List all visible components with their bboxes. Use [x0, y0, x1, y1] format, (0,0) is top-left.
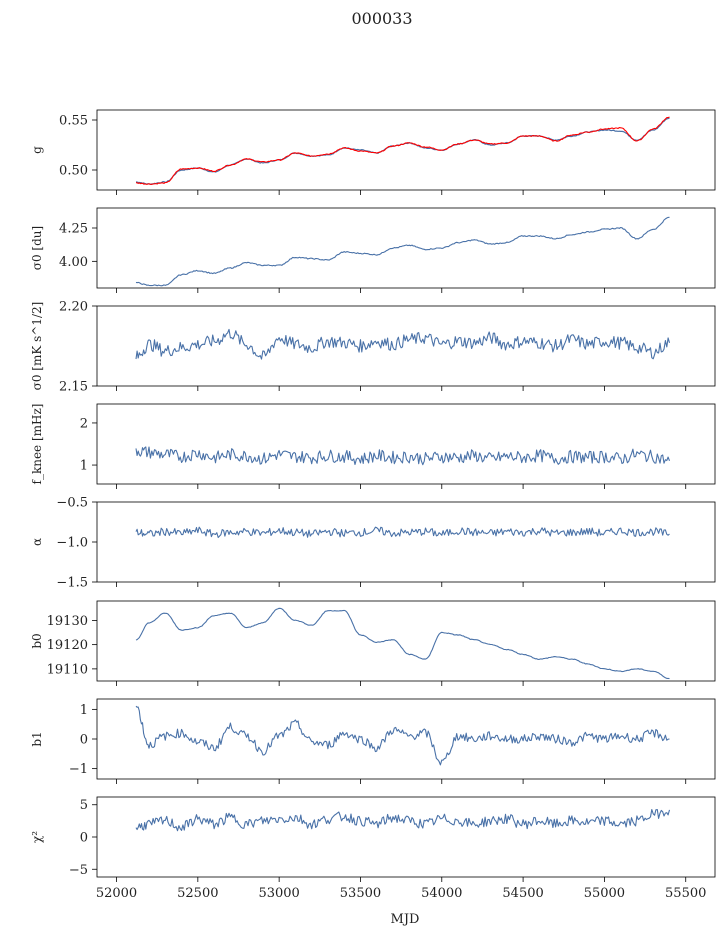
x-tick-label: 54000	[421, 886, 462, 901]
panel-6-ytick-label: 19110	[47, 662, 88, 677]
panel-2: 4.00 4.25 σ0 [du]	[30, 207, 716, 293]
panel-4-ytick-label: 1	[80, 459, 88, 474]
panel-4-ytick-label: 2	[80, 416, 88, 431]
panel-7-frame	[96, 698, 716, 780]
panel-8-ytick-label: 0	[80, 831, 88, 846]
panel-4-frame	[96, 403, 716, 485]
panel-3-ylabel: σ0 [mK s^1/2]	[30, 302, 44, 391]
panel-8-series-1-line	[135, 808, 671, 832]
x-axis-label: MJD	[391, 912, 420, 927]
panel-7-ylabel: b1	[30, 731, 44, 746]
x-tick-label: 52500	[177, 886, 218, 901]
panel-1-ylabel: g	[30, 146, 44, 154]
panel-3-frame	[96, 305, 716, 387]
panel-6-ytick-label: 19130	[47, 614, 88, 629]
panel-1-series-1-line	[136, 117, 670, 185]
panel-6-ytick-label: 19120	[47, 638, 88, 653]
panel-5-ylabel: α	[30, 538, 44, 546]
panels: 0.50 0.55 g 4.00 4.25 σ0 [du] 2.15 2.20 σ0 [mK s…	[30, 109, 716, 901]
panel-7-ytick-label: 1	[80, 703, 88, 718]
figure-title: 000033	[351, 9, 412, 28]
x-tick-label: 53000	[258, 886, 299, 901]
panel-6-frame	[96, 600, 716, 682]
panel-2-ytick-label: 4.25	[59, 222, 88, 237]
panel-4-ylabel: f_knee [mHz]	[30, 404, 44, 485]
panel-1: 0.50 0.55 g	[30, 109, 716, 195]
panel-8: −5 0 5 χ²	[30, 796, 716, 882]
panel-7-series-1-line	[135, 705, 670, 766]
panel-5-ytick-label: −1.0	[56, 536, 88, 551]
panel-1-ytick-label: 0.50	[59, 164, 88, 179]
x-tick-label: 55000	[584, 886, 625, 901]
panel-3-series-1-line	[135, 328, 671, 360]
panel-7: −1 0 1 b1	[30, 698, 716, 784]
panel-7-ytick-label: −1	[69, 762, 88, 777]
x-tick-label: 54500	[502, 886, 543, 901]
x-tick-label: 53500	[340, 886, 381, 901]
x-tick-label: 55500	[665, 886, 706, 901]
panel-2-frame	[96, 207, 716, 289]
panel-5-ytick-label: −1.5	[56, 576, 88, 591]
panel-2-ytick-label: 4.00	[59, 255, 88, 270]
panel-6-series-1-line	[135, 607, 670, 680]
panel-8-ytick-label: −5	[69, 863, 88, 878]
panel-3: 2.15 2.20 σ0 [mK s^1/2]	[30, 300, 716, 395]
panel-1-frame	[96, 109, 716, 191]
panel-8-ytick-label: 5	[80, 798, 88, 813]
panel-4: 1 2 f_knee [mHz]	[30, 403, 716, 489]
panel-6-ylabel: b0	[30, 633, 44, 648]
panel-5: −1.5 −1.0 −0.5 α	[30, 496, 716, 591]
panel-3-ytick-label: 2.15	[59, 380, 88, 395]
x-tick-label: 52000	[96, 886, 137, 901]
panel-4-series-1-line	[135, 446, 671, 466]
panel-1-series-2-line	[135, 116, 670, 185]
panel-2-ylabel: σ0 [du]	[30, 226, 44, 270]
panel-1-ytick-label: 0.55	[59, 114, 88, 129]
panel-5-frame	[96, 501, 716, 583]
panel-5-series-1-line	[135, 526, 670, 539]
panel-3-ytick-label: 2.20	[59, 300, 88, 315]
panel-2-series-1-line	[135, 216, 670, 287]
panel-8-frame	[96, 796, 716, 878]
panel-5-ytick-label: −0.5	[56, 496, 88, 511]
panel-7-ytick-label: 0	[80, 733, 88, 748]
panel-8-ylabel: χ²	[30, 831, 44, 843]
